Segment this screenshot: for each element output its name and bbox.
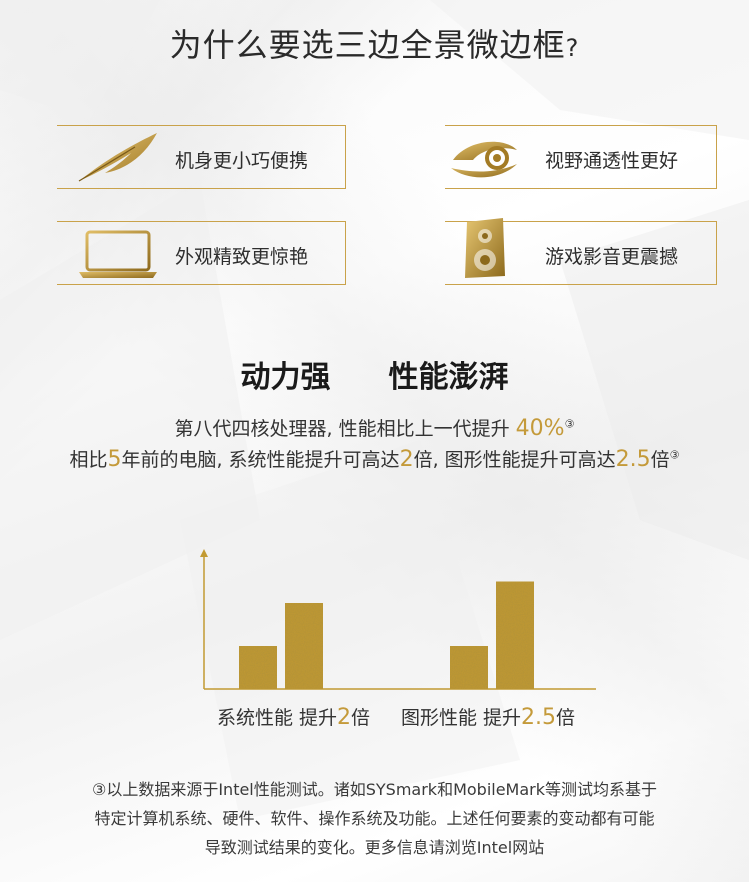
caption-text: 系统性能 提升 (217, 707, 338, 729)
bar-graphics-before (450, 646, 488, 689)
feature-audio: 游戏影音更震撼 (445, 218, 717, 285)
desc-text: 相比 (69, 449, 108, 471)
caption-value: 2.5 (521, 705, 557, 730)
desc-text: 第八代四核处理器, 性能相比上一代提升 (174, 418, 516, 440)
caption-system: 系统性能 提升2倍 (217, 703, 370, 730)
bar-system-before (239, 646, 277, 689)
feature-view: 视野通透性更好 (445, 125, 717, 189)
footnote-line: ③以上数据来源于Intel性能测试。诸如SYSmark和MobileMark等测… (91, 780, 658, 799)
feature-appearance: 外观精致更惊艳 (57, 221, 346, 285)
desc-note: ③ (669, 448, 680, 462)
desc-highlight: 2.5 (615, 447, 651, 472)
footnote: ③以上数据来源于Intel性能测试。诸如SYSmark和MobileMark等测… (0, 775, 749, 862)
caption-unit: 倍 (351, 707, 371, 729)
caption-unit: 倍 (556, 707, 576, 729)
desc-line-2: 相比5年前的电脑, 系统性能提升可高达2倍, 图形性能提升可高达2.5倍③ (0, 445, 749, 472)
footnote-line: 特定计算机系统、硬件、软件、操作系统及功能。上述任何要素的变动都有可能 (94, 809, 655, 828)
section-subtitle: 动力强 性能澎湃 (0, 352, 749, 396)
desc-text: 倍, 图形性能提升可高达 (413, 449, 616, 471)
desc-highlight: 2 (399, 447, 414, 472)
feature-portable: 机身更小巧便携 (57, 125, 346, 189)
desc-highlight: 5 (107, 447, 122, 472)
desc-text: 年前的电脑, 系统性能提升可高达 (121, 449, 400, 471)
caption-graphics: 图形性能 提升2.5倍 (401, 703, 575, 730)
eye-icon (447, 130, 523, 190)
feature-label: 游戏影音更震撼 (545, 246, 679, 268)
laptop-icon (79, 230, 159, 284)
feather-icon (75, 129, 161, 189)
desc-note: ③ (564, 417, 575, 431)
feature-label: 机身更小巧便携 (175, 150, 309, 172)
desc-line-1: 第八代四核处理器, 性能相比上一代提升 40%③ (0, 414, 749, 441)
y-axis-arrow (200, 549, 208, 557)
caption-text: 图形性能 提升 (401, 707, 522, 729)
feature-label: 外观精致更惊艳 (175, 246, 309, 268)
desc-highlight: 40% (515, 416, 565, 441)
bar-graphics-after (496, 581, 534, 689)
caption-value: 2 (337, 705, 352, 730)
footnote-line: 导致测试结果的变化。更多信息请浏览Intel网站 (204, 838, 545, 857)
subtitle-right: 性能澎湃 (388, 360, 509, 395)
page-title-text: 为什么要选三边全景微边框 (169, 26, 566, 64)
desc-text: 倍 (650, 449, 670, 471)
subtitle-left: 动力强 (240, 360, 331, 395)
feature-label: 视野通透性更好 (545, 150, 679, 172)
bar-system-after (285, 603, 323, 689)
page-title: 为什么要选三边全景微边框? (0, 20, 749, 66)
speaker-icon (463, 216, 509, 284)
page-title-mark: ? (565, 34, 580, 62)
